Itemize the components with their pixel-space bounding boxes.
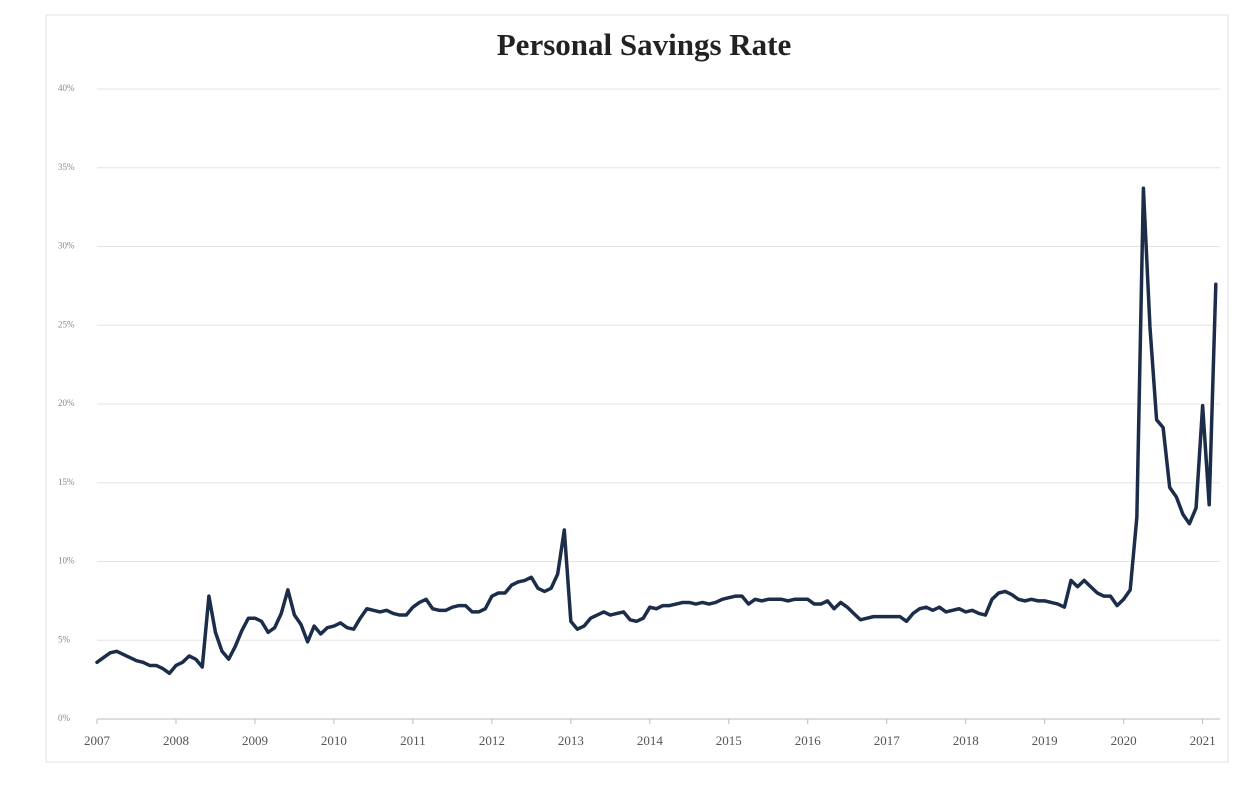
chart-frame bbox=[45, 14, 1229, 763]
x-tick-label: 2013 bbox=[558, 733, 584, 748]
x-tick-label: 2020 bbox=[1111, 733, 1137, 748]
x-tick-label: 2018 bbox=[953, 733, 979, 748]
x-tick-label: 2015 bbox=[716, 733, 742, 748]
y-tick-label: 20% bbox=[58, 398, 75, 408]
chart-title: Personal Savings Rate bbox=[497, 27, 792, 62]
y-tick-label: 35% bbox=[58, 162, 75, 172]
y-tick-label: 30% bbox=[58, 241, 75, 251]
x-tick-label: 2008 bbox=[163, 733, 189, 748]
x-tick-label: 2011 bbox=[400, 733, 426, 748]
y-tick-label: 25% bbox=[58, 319, 75, 329]
x-tick-label: 2012 bbox=[479, 733, 505, 748]
x-tick-label: 2010 bbox=[321, 733, 347, 748]
y-tick-label: 15% bbox=[58, 477, 75, 487]
x-tick-label: 2009 bbox=[242, 733, 268, 748]
y-tick-label: 0% bbox=[58, 713, 71, 723]
y-tick-label: 40% bbox=[58, 83, 75, 93]
x-tick-label: 2017 bbox=[874, 733, 901, 748]
x-tick-label: 2016 bbox=[795, 733, 822, 748]
y-tick-label: 10% bbox=[58, 556, 75, 566]
x-tick-label: 2021 bbox=[1190, 733, 1216, 748]
x-tick-label: 2007 bbox=[84, 733, 111, 748]
x-tick-label: 2019 bbox=[1032, 733, 1058, 748]
x-tick-label: 2014 bbox=[637, 733, 664, 748]
y-tick-label: 5% bbox=[58, 634, 71, 644]
line-series bbox=[95, 186, 1218, 676]
